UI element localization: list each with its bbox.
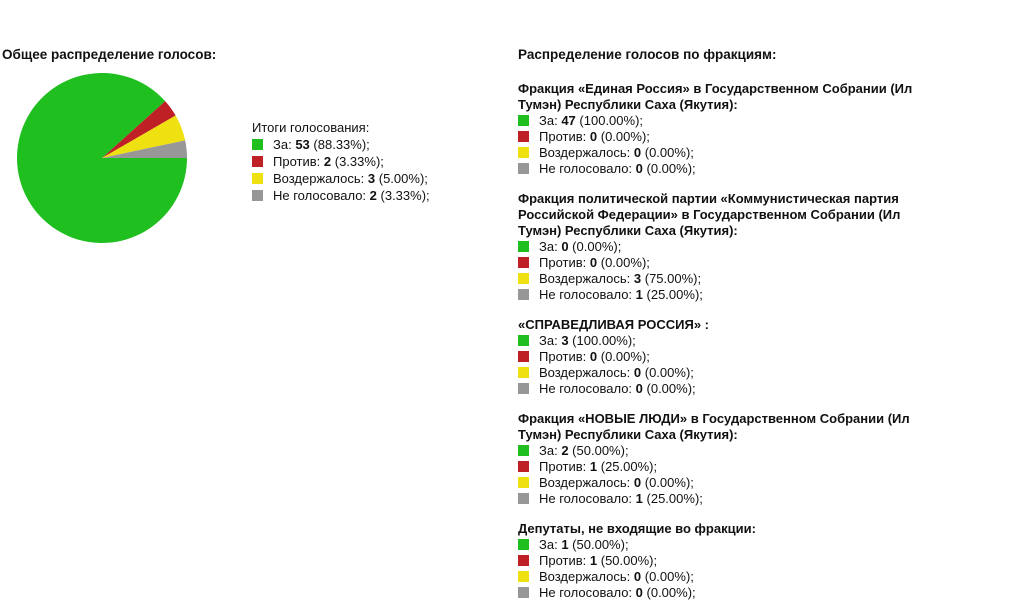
vote-text: Воздержалось: 0 (0.00%); [539,569,694,584]
pie-slice-3 [102,115,186,158]
faction-title: Фракция политической партии «Коммунистич… [518,191,901,238]
vote-text: Не голосовало: 1 (25.00%); [539,287,703,302]
faction-title: Фракция «Единая Россия» в Государственно… [518,81,913,112]
faction-title: «СПРАВЕДЛИВАЯ РОССИЯ» : [518,317,709,332]
vote-text: Не голосовало: 0 (0.00%); [539,161,696,176]
vote-color-swatch [518,493,529,504]
vote-text: За: 1 (50.00%); [539,537,629,552]
faction-title: Депутаты, не входящие во фракции: [518,521,756,536]
pie-slice-1 [17,73,187,243]
vote-row: Не голосовало: 1 (25.00%); [518,491,946,507]
vote-row: Против: 0 (0.00%); [518,129,946,145]
vote-color-swatch [518,335,529,346]
pie-chart-svg [17,73,187,243]
pie-slice-4 [102,140,187,158]
vote-color-swatch [518,115,529,126]
vote-text: За: 2 (50.00%); [539,443,629,458]
pie-slice-2 [102,101,176,158]
vote-row: Воздержалось: 0 (0.00%); [518,145,946,161]
vote-color-swatch [518,571,529,582]
vote-text: Против: 0 (0.00%); [539,349,650,364]
vote-row: Против: 2 (3.33%); [252,153,430,170]
vote-text: Против: 2 (3.33%); [273,154,384,169]
vote-color-swatch [518,383,529,394]
vote-color-swatch [518,273,529,284]
vote-color-swatch [518,147,529,158]
vote-text: За: 47 (100.00%); [539,113,644,128]
vote-row: Не голосовало: 0 (0.00%); [518,585,946,601]
vote-row: Против: 1 (50.00%); [518,553,946,569]
vote-row: Против: 1 (25.00%); [518,459,946,475]
vote-row: Воздержалось: 0 (0.00%); [518,475,946,491]
vote-row: За: 3 (100.00%); [518,333,946,349]
vote-row: Воздержалось: 0 (0.00%); [518,365,946,381]
vote-color-swatch [252,190,263,201]
vote-color-swatch [518,477,529,488]
overall-pie-chart [17,73,187,243]
vote-text: Воздержалось: 3 (75.00%); [539,271,702,286]
vote-text: Против: 1 (25.00%); [539,459,658,474]
vote-color-swatch [252,156,263,167]
vote-color-swatch [518,241,529,252]
legend-title: Итоги голосования: [252,120,370,135]
vote-color-swatch [518,367,529,378]
vote-color-swatch [518,461,529,472]
vote-color-swatch [518,555,529,566]
faction-title: Фракция «НОВЫЕ ЛЮДИ» в Государственном С… [518,411,910,442]
vote-text: За: 53 (88.33%); [273,137,370,152]
vote-color-swatch [518,587,529,598]
vote-text: Не голосовало: 1 (25.00%); [539,491,703,506]
overall-legend-rows: За: 53 (88.33%); Против: 2 (3.33%); Воздер… [252,136,430,204]
vote-row: За: 2 (50.00%); [518,443,946,459]
vote-row: Воздержалось: 3 (5.00%); [252,170,430,187]
vote-color-swatch [518,445,529,456]
vote-row: Против: 0 (0.00%); [518,255,946,271]
vote-text: Воздержалось: 3 (5.00%); [273,171,428,186]
vote-row: За: 47 (100.00%); [518,113,946,129]
vote-text: Воздержалось: 0 (0.00%); [539,365,694,380]
vote-text: Не голосовало: 2 (3.33%); [273,188,430,203]
vote-text: Против: 0 (0.00%); [539,129,650,144]
vote-row: Воздержалось: 3 (75.00%); [518,271,946,287]
vote-text: Воздержалось: 0 (0.00%); [539,145,694,160]
vote-text: Не голосовало: 0 (0.00%); [539,585,696,600]
vote-row: Против: 0 (0.00%); [518,349,946,365]
vote-text: За: 3 (100.00%); [539,333,636,348]
vote-row: Не голосовало: 0 (0.00%); [518,381,946,397]
vote-color-swatch [518,289,529,300]
faction-block: Фракция политической партии «Коммунистич… [518,191,946,303]
vote-color-swatch [518,163,529,174]
vote-color-swatch [518,351,529,362]
vote-color-swatch [518,257,529,268]
vote-color-swatch [518,539,529,550]
vote-text: За: 0 (0.00%); [539,239,622,254]
vote-color-swatch [252,139,263,150]
vote-row: Воздержалось: 0 (0.00%); [518,569,946,585]
vote-text: Против: 0 (0.00%); [539,255,650,270]
vote-row: Не голосовало: 1 (25.00%); [518,287,946,303]
faction-block: Фракция «НОВЫЕ ЛЮДИ» в Государственном С… [518,411,946,507]
vote-row: За: 1 (50.00%); [518,537,946,553]
vote-text: Против: 1 (50.00%); [539,553,658,568]
factions-heading: Распределение голосов по фракциям: [518,47,777,62]
overall-legend: Итоги голосования: За: 53 (88.33%); Проти… [252,119,430,204]
factions-panel: Распределение голосов по фракциям: Фракц… [518,47,946,601]
vote-text: Не голосовало: 0 (0.00%); [539,381,696,396]
vote-color-swatch [252,173,263,184]
faction-block: «СПРАВЕДЛИВАЯ РОССИЯ» : За: 3 (100.00%); П… [518,317,946,397]
faction-block: Депутаты, не входящие во фракции: За: 1 (… [518,521,946,601]
faction-blocks: Фракция «Единая Россия» в Государственно… [518,81,946,601]
vote-row: Не голосовало: 2 (3.33%); [252,187,430,204]
vote-row: За: 53 (88.33%); [252,136,430,153]
vote-row: Не голосовало: 0 (0.00%); [518,161,946,177]
vote-row: За: 0 (0.00%); [518,239,946,255]
vote-color-swatch [518,131,529,142]
faction-block: Фракция «Единая Россия» в Государственно… [518,81,946,177]
overall-distribution-heading: Общее распределение голосов: [2,47,217,62]
vote-text: Воздержалось: 0 (0.00%); [539,475,694,490]
